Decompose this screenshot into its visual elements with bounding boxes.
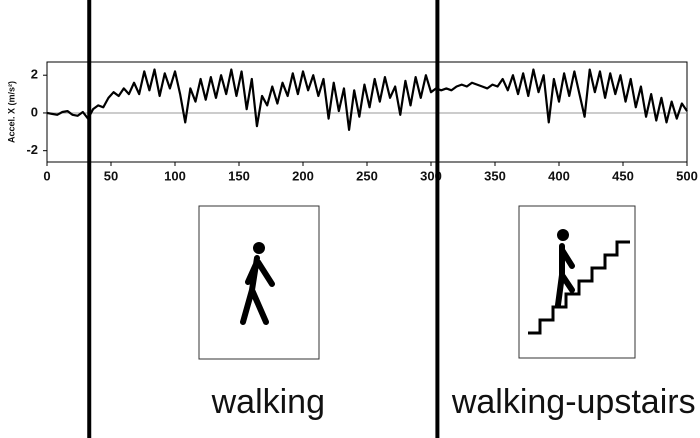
y-tick-label: -2 xyxy=(26,142,38,157)
x-tick-label: 400 xyxy=(548,168,570,183)
x-tick-label: 450 xyxy=(612,168,634,183)
x-tick-label: 350 xyxy=(484,168,506,183)
walking-icon xyxy=(198,205,320,360)
data-line xyxy=(46,68,688,132)
y-tick-label: 0 xyxy=(31,104,38,119)
x-tick-label: 0 xyxy=(43,168,50,183)
x-tick-label: 500 xyxy=(676,168,698,183)
upstairs-icon xyxy=(518,205,636,359)
activity-label: walking xyxy=(211,383,325,421)
x-tick-label: 200 xyxy=(292,168,314,183)
y-tick-label: 2 xyxy=(31,67,38,82)
x-tick-label: 50 xyxy=(104,168,118,183)
x-tick-label: 150 xyxy=(228,168,250,183)
activity-label: walking-upstairs xyxy=(451,383,696,421)
x-tick-label: 250 xyxy=(356,168,378,183)
y-axis-label: Accel. X (m/s²) xyxy=(6,81,16,143)
x-tick-label: 100 xyxy=(164,168,186,183)
